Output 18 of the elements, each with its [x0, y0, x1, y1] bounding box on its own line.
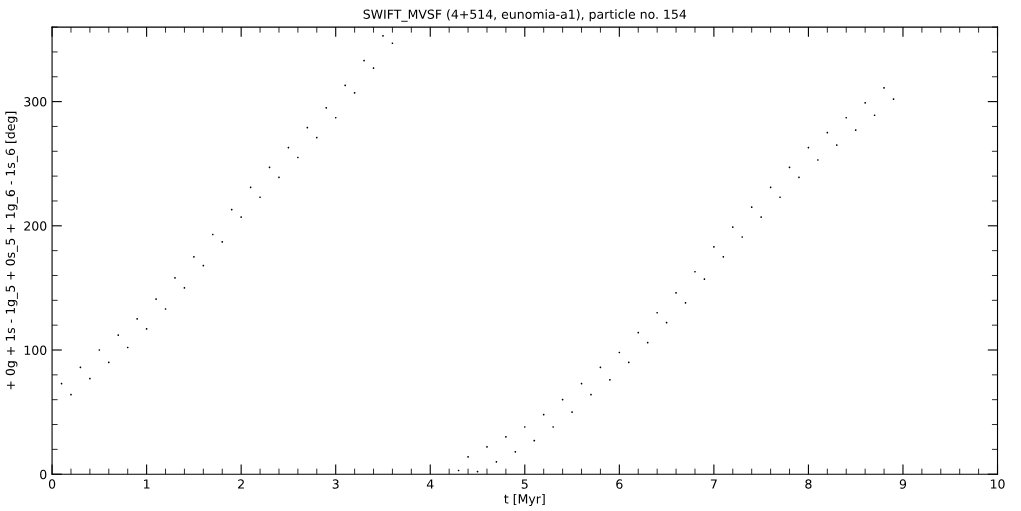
x-tick-label: 8	[805, 479, 812, 489]
x-tick-label: 9	[899, 479, 907, 489]
y-tick-label: 200	[24, 221, 47, 231]
x-tick-label: 1	[144, 479, 150, 489]
chart-title: SWIFT_MVSF (4+514, eunomia-a1), particle no. 154	[363, 9, 687, 22]
x-tick-label: 3	[332, 479, 339, 489]
y-tick-label: 100	[24, 345, 47, 355]
x-axis-title: t [Myr]	[504, 493, 545, 507]
y-tick-label: 300	[24, 97, 47, 107]
x-tick-label: 10	[990, 479, 1005, 489]
x-tick-label: 4	[426, 479, 434, 489]
y-tick-label: 0	[40, 469, 47, 480]
x-tick-label: 5	[521, 479, 528, 489]
x-tick-label: 0	[48, 479, 56, 489]
x-tick-label: 7	[710, 479, 717, 489]
x-tick-label: 2	[238, 479, 244, 489]
y-axis-title: + 0g + 1s - 1g_5 + 0s_5 + 1g_6 - 1s_6 [deg]	[5, 111, 18, 390]
x-tick-label: 6	[616, 479, 623, 489]
